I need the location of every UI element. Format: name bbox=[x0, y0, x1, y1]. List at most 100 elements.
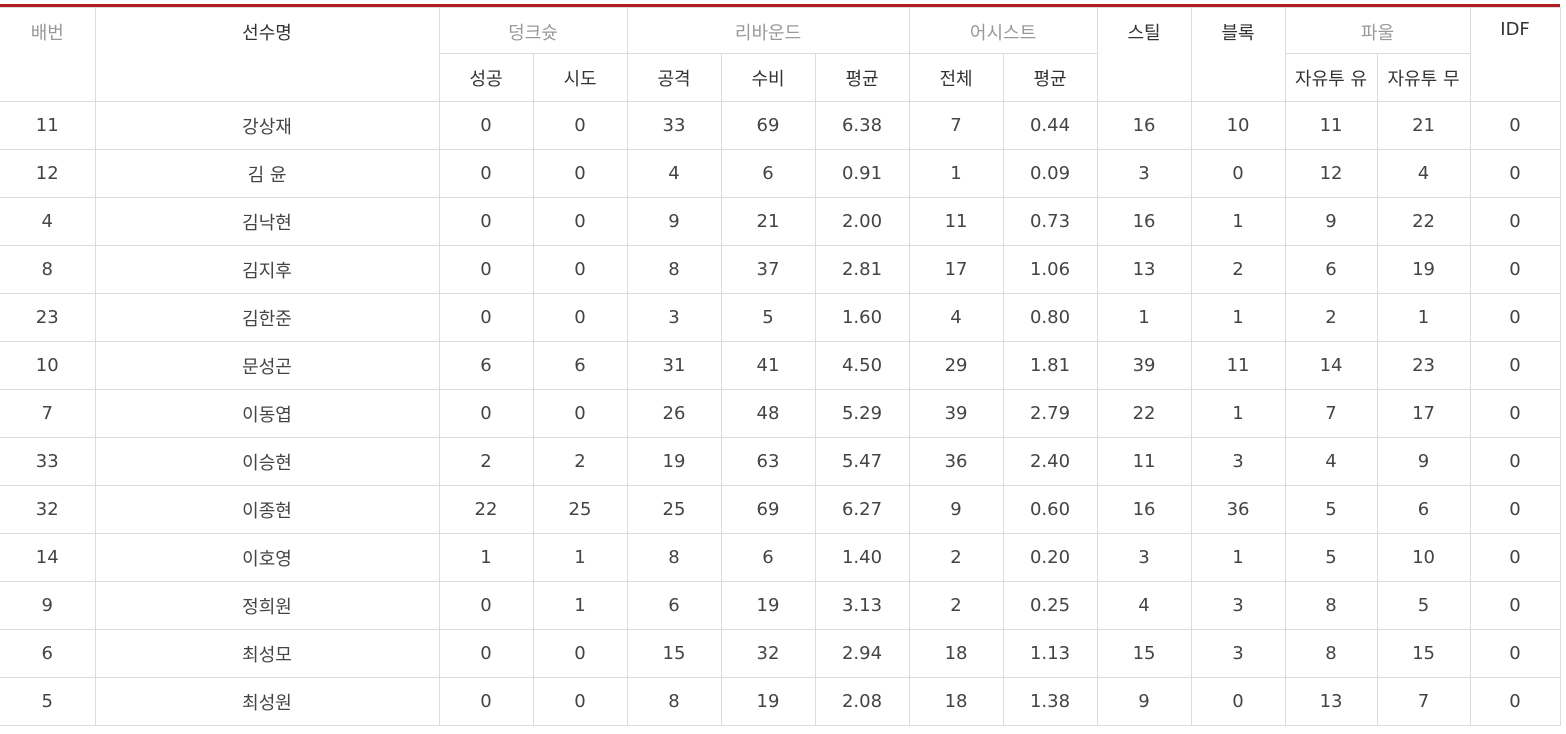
table-body: 11 강상재 0 0 33 69 6.38 7 0.44 16 10 11 21… bbox=[0, 101, 1561, 726]
cell-ast-total: 4 bbox=[908, 293, 1004, 342]
cell-foul-ft-no: 1 bbox=[1376, 293, 1471, 342]
table-row: 9 정희원 0 1 6 19 3.13 2 0.25 4 3 8 5 0 bbox=[0, 581, 1561, 630]
col-group-assist: 어시스트 bbox=[908, 7, 1098, 54]
cell-number: 5 bbox=[0, 677, 96, 726]
cell-reb-off: 8 bbox=[626, 533, 722, 582]
cell-dunk-made: 0 bbox=[438, 245, 534, 294]
cell-idf: 0 bbox=[1469, 101, 1561, 150]
cell-reb-avg: 0.91 bbox=[814, 149, 910, 198]
cell-steal: 16 bbox=[1096, 197, 1192, 246]
cell-foul-ft-no: 17 bbox=[1376, 389, 1471, 438]
cell-number: 10 bbox=[0, 341, 96, 390]
cell-reb-avg: 4.50 bbox=[814, 341, 910, 390]
cell-steal: 3 bbox=[1096, 149, 1192, 198]
cell-block: 10 bbox=[1190, 101, 1286, 150]
cell-reb-off: 25 bbox=[626, 485, 722, 534]
cell-steal: 11 bbox=[1096, 437, 1192, 486]
cell-ast-avg: 2.79 bbox=[1002, 389, 1098, 438]
cell-foul-ft-yes: 5 bbox=[1284, 533, 1378, 582]
cell-idf: 0 bbox=[1469, 245, 1561, 294]
cell-reb-avg: 5.47 bbox=[814, 437, 910, 486]
table-header: 배번 선수명 덩크슛 리바운드 어시스트 스틸 블록 파울 IDF 성공 시도 … bbox=[0, 7, 1561, 102]
cell-reb-avg: 2.00 bbox=[814, 197, 910, 246]
cell-reb-avg: 6.38 bbox=[814, 101, 910, 150]
cell-dunk-attempt: 0 bbox=[532, 389, 628, 438]
cell-ast-avg: 2.40 bbox=[1002, 437, 1098, 486]
cell-ast-total: 18 bbox=[908, 629, 1004, 678]
cell-steal: 22 bbox=[1096, 389, 1192, 438]
col-header-assist-total: 전체 bbox=[908, 53, 1004, 102]
cell-dunk-made: 0 bbox=[438, 629, 534, 678]
cell-foul-ft-yes: 9 bbox=[1284, 197, 1378, 246]
table-row: 23 김한준 0 0 3 5 1.60 4 0.80 1 1 2 1 0 bbox=[0, 293, 1561, 342]
cell-name: 정희원 bbox=[94, 581, 440, 630]
cell-block: 1 bbox=[1190, 389, 1286, 438]
cell-block: 36 bbox=[1190, 485, 1286, 534]
cell-foul-ft-no: 22 bbox=[1376, 197, 1471, 246]
cell-ast-total: 29 bbox=[908, 341, 1004, 390]
table-row: 33 이승현 2 2 19 63 5.47 36 2.40 11 3 4 9 0 bbox=[0, 437, 1561, 486]
table-row: 6 최성모 0 0 15 32 2.94 18 1.13 15 3 8 15 0 bbox=[0, 629, 1561, 678]
col-group-dunk: 덩크슛 bbox=[438, 7, 628, 54]
cell-dunk-attempt: 0 bbox=[532, 677, 628, 726]
cell-foul-ft-no: 10 bbox=[1376, 533, 1471, 582]
cell-dunk-attempt: 0 bbox=[532, 245, 628, 294]
cell-reb-off: 15 bbox=[626, 629, 722, 678]
cell-idf: 0 bbox=[1469, 437, 1561, 486]
cell-reb-avg: 1.40 bbox=[814, 533, 910, 582]
table-row: 8 김지후 0 0 8 37 2.81 17 1.06 13 2 6 19 0 bbox=[0, 245, 1561, 294]
table-row: 11 강상재 0 0 33 69 6.38 7 0.44 16 10 11 21… bbox=[0, 101, 1561, 150]
cell-reb-def: 37 bbox=[720, 245, 816, 294]
cell-foul-ft-yes: 5 bbox=[1284, 485, 1378, 534]
cell-steal: 16 bbox=[1096, 485, 1192, 534]
cell-foul-ft-no: 6 bbox=[1376, 485, 1471, 534]
cell-dunk-attempt: 0 bbox=[532, 629, 628, 678]
cell-dunk-attempt: 2 bbox=[532, 437, 628, 486]
cell-idf: 0 bbox=[1469, 389, 1561, 438]
cell-foul-ft-no: 4 bbox=[1376, 149, 1471, 198]
cell-dunk-made: 2 bbox=[438, 437, 534, 486]
cell-ast-total: 39 bbox=[908, 389, 1004, 438]
cell-name: 김지후 bbox=[94, 245, 440, 294]
cell-reb-off: 4 bbox=[626, 149, 722, 198]
cell-reb-def: 69 bbox=[720, 101, 816, 150]
table-row: 7 이동엽 0 0 26 48 5.29 39 2.79 22 1 7 17 0 bbox=[0, 389, 1561, 438]
cell-dunk-made: 1 bbox=[438, 533, 534, 582]
cell-name: 김 윤 bbox=[94, 149, 440, 198]
cell-foul-ft-yes: 7 bbox=[1284, 389, 1378, 438]
cell-foul-ft-yes: 13 bbox=[1284, 677, 1378, 726]
cell-reb-avg: 6.27 bbox=[814, 485, 910, 534]
cell-reb-def: 5 bbox=[720, 293, 816, 342]
cell-foul-ft-no: 7 bbox=[1376, 677, 1471, 726]
cell-dunk-made: 0 bbox=[438, 101, 534, 150]
cell-dunk-made: 22 bbox=[438, 485, 534, 534]
cell-ast-total: 17 bbox=[908, 245, 1004, 294]
cell-ast-avg: 0.44 bbox=[1002, 101, 1098, 150]
cell-block: 11 bbox=[1190, 341, 1286, 390]
cell-steal: 39 bbox=[1096, 341, 1192, 390]
cell-ast-total: 1 bbox=[908, 149, 1004, 198]
cell-dunk-made: 0 bbox=[438, 197, 534, 246]
accent-top-bar bbox=[0, 4, 1560, 7]
header-row-group: 배번 선수명 덩크슛 리바운드 어시스트 스틸 블록 파울 IDF bbox=[0, 7, 1561, 102]
cell-reb-def: 32 bbox=[720, 629, 816, 678]
cell-name: 이승현 bbox=[94, 437, 440, 486]
cell-foul-ft-no: 5 bbox=[1376, 581, 1471, 630]
cell-reb-def: 21 bbox=[720, 197, 816, 246]
cell-ast-total: 18 bbox=[908, 677, 1004, 726]
cell-block: 2 bbox=[1190, 245, 1286, 294]
cell-dunk-attempt: 6 bbox=[532, 341, 628, 390]
cell-dunk-attempt: 1 bbox=[532, 533, 628, 582]
col-header-name: 선수명 bbox=[94, 7, 440, 102]
cell-idf: 0 bbox=[1469, 293, 1561, 342]
cell-dunk-made: 0 bbox=[438, 581, 534, 630]
cell-name: 강상재 bbox=[94, 101, 440, 150]
cell-ast-avg: 1.06 bbox=[1002, 245, 1098, 294]
cell-idf: 0 bbox=[1469, 629, 1561, 678]
cell-reb-off: 19 bbox=[626, 437, 722, 486]
cell-foul-ft-yes: 4 bbox=[1284, 437, 1378, 486]
col-header-foul-ft-no: 자유투 무 bbox=[1376, 53, 1471, 102]
table-row: 14 이호영 1 1 8 6 1.40 2 0.20 3 1 5 10 0 bbox=[0, 533, 1561, 582]
cell-ast-avg: 1.13 bbox=[1002, 629, 1098, 678]
cell-reb-avg: 2.94 bbox=[814, 629, 910, 678]
